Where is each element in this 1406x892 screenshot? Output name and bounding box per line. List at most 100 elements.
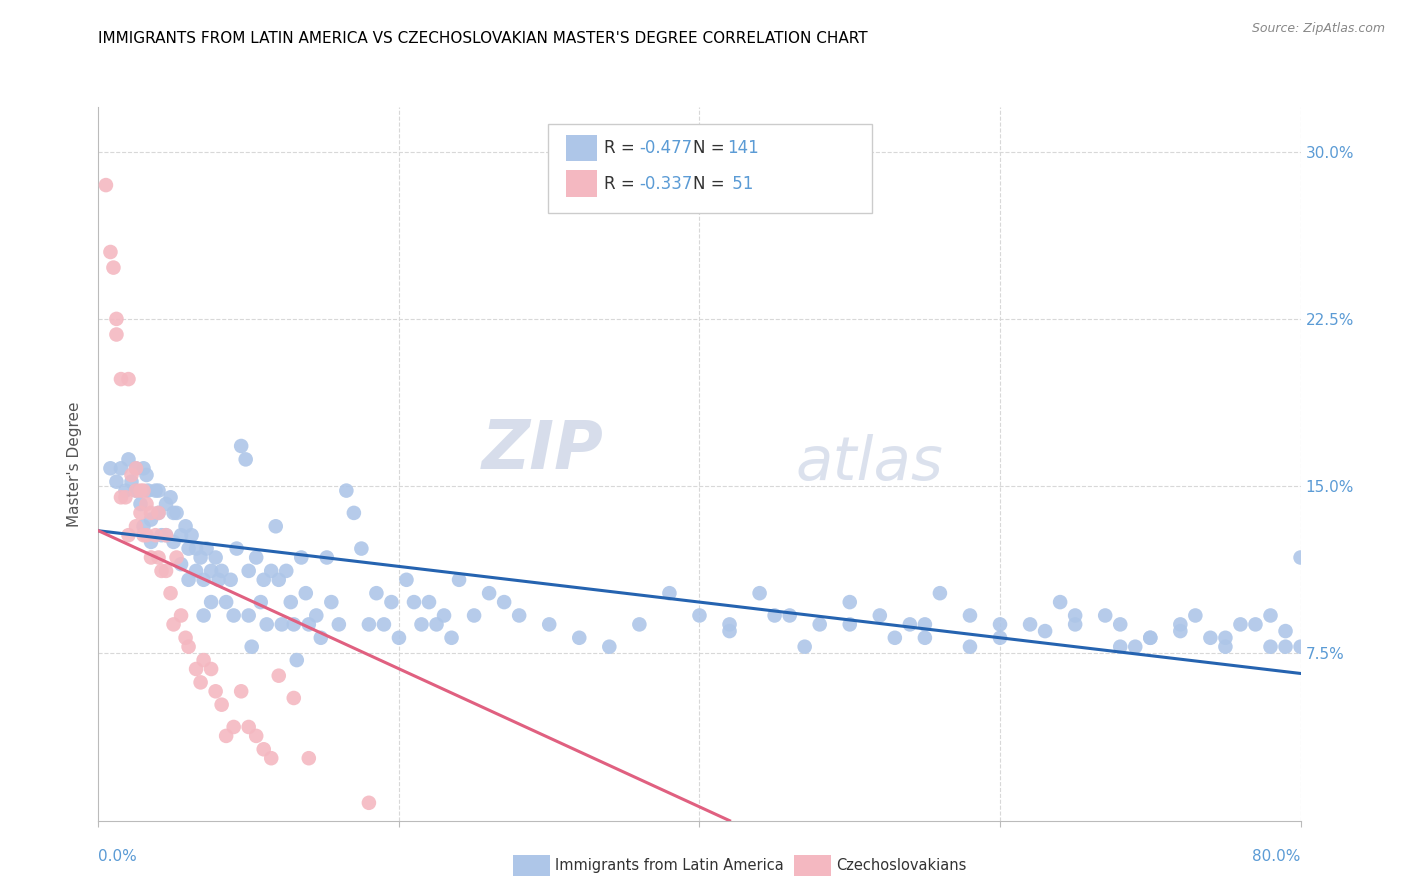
Point <box>231 439 253 453</box>
Point <box>121 467 143 482</box>
Point <box>598 640 620 654</box>
Point <box>125 461 148 475</box>
Point <box>204 550 226 565</box>
Point <box>1109 640 1132 654</box>
Point <box>129 483 152 498</box>
Point <box>328 617 350 632</box>
Point <box>135 528 157 542</box>
Point <box>110 461 132 475</box>
Point <box>190 550 212 565</box>
Point <box>219 573 242 587</box>
Text: 0.0%: 0.0% <box>98 849 138 864</box>
Point <box>869 608 891 623</box>
Point <box>335 483 357 498</box>
Point <box>125 519 148 533</box>
Point <box>380 595 402 609</box>
Point <box>177 640 200 654</box>
Point <box>190 675 212 690</box>
Point <box>658 586 681 600</box>
Text: N =: N = <box>693 175 730 193</box>
Point <box>139 534 162 549</box>
Point <box>177 541 200 556</box>
Point <box>110 491 132 505</box>
Point <box>155 528 177 542</box>
Point <box>808 617 831 632</box>
Point <box>125 483 148 498</box>
Point <box>148 506 170 520</box>
Text: R =: R = <box>605 175 641 193</box>
Point <box>1064 617 1087 632</box>
Point <box>959 640 981 654</box>
Text: R =: R = <box>605 139 641 157</box>
Point <box>447 573 470 587</box>
Point <box>988 631 1011 645</box>
Point <box>193 608 215 623</box>
Point <box>177 573 200 587</box>
Point <box>105 312 128 326</box>
Point <box>276 564 298 578</box>
Point <box>215 595 238 609</box>
Point <box>195 541 218 556</box>
Point <box>238 720 260 734</box>
Point <box>402 595 425 609</box>
Point <box>425 617 447 632</box>
Point <box>267 669 290 683</box>
Point <box>1170 624 1192 639</box>
Point <box>148 506 170 520</box>
Point <box>1109 617 1132 632</box>
Point <box>249 595 271 609</box>
Point <box>105 327 128 342</box>
Text: -0.477: -0.477 <box>640 139 693 157</box>
Point <box>129 506 152 520</box>
Point <box>166 506 188 520</box>
Point <box>1049 595 1071 609</box>
Text: Czechoslovakians: Czechoslovakians <box>837 858 967 872</box>
Point <box>1244 617 1267 632</box>
Point <box>132 519 155 533</box>
Point <box>135 467 157 482</box>
Point <box>1123 640 1146 654</box>
Y-axis label: Master's Degree: Master's Degree <box>67 401 83 526</box>
Point <box>988 617 1011 632</box>
Point <box>121 475 143 489</box>
Point <box>100 244 122 259</box>
Point <box>270 617 292 632</box>
Point <box>478 586 501 600</box>
Text: Source: ZipAtlas.com: Source: ZipAtlas.com <box>1251 22 1385 36</box>
Point <box>193 653 215 667</box>
Point <box>117 372 139 386</box>
Point <box>779 608 801 623</box>
Point <box>264 519 287 533</box>
Point <box>343 506 366 520</box>
Point <box>793 640 815 654</box>
Point <box>211 564 233 578</box>
Point <box>170 528 193 542</box>
Point <box>1064 608 1087 623</box>
Point <box>1033 624 1056 639</box>
Point <box>148 483 170 498</box>
Point <box>117 452 139 467</box>
Point <box>305 608 328 623</box>
Point <box>1229 617 1251 632</box>
Point <box>162 617 184 632</box>
Text: Immigrants from Latin America: Immigrants from Latin America <box>555 858 785 872</box>
Point <box>180 528 202 542</box>
Point <box>1260 608 1282 623</box>
Point <box>838 595 860 609</box>
Point <box>184 564 207 578</box>
Point <box>357 796 380 810</box>
Point <box>1289 550 1312 565</box>
Point <box>929 586 952 600</box>
Point <box>898 617 921 632</box>
Point <box>315 550 337 565</box>
Point <box>959 608 981 623</box>
Point <box>155 528 177 542</box>
Point <box>200 662 222 676</box>
Point <box>170 608 193 623</box>
Point <box>395 573 418 587</box>
Point <box>208 573 231 587</box>
Point <box>538 617 561 632</box>
Point <box>433 608 456 623</box>
Point <box>1094 608 1116 623</box>
Point <box>253 573 276 587</box>
